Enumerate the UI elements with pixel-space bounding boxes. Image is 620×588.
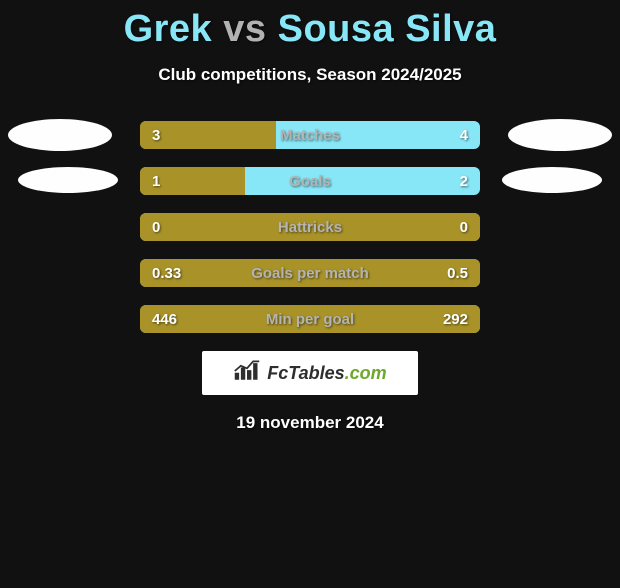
stat-row: 0Hattricks0: [140, 213, 480, 241]
stat-label: Hattricks: [140, 213, 480, 241]
subtitle: Club competitions, Season 2024/2025: [0, 65, 620, 85]
team-left-logo-placeholder: [18, 167, 118, 193]
brand-text: FcTables.com: [267, 363, 386, 384]
page-title: Grek vs Sousa Silva: [0, 8, 620, 51]
stat-value-right: 0.5: [447, 259, 468, 287]
stat-row: 0.33Goals per match0.5: [140, 259, 480, 287]
comparison-bars: 3Matches4 1Goals2 0Hattricks0 0.33Goals per…: [140, 121, 480, 333]
snapshot-date: 19 november 2024: [0, 413, 620, 433]
stat-value-right: 2: [460, 167, 468, 195]
stat-label: Min per goal: [140, 305, 480, 333]
team-right-logo-placeholder: [502, 167, 602, 193]
title-player-left: Grek: [124, 8, 213, 50]
stat-label: Goals per match: [140, 259, 480, 287]
stat-row: 3Matches4: [140, 121, 480, 149]
stat-label: Matches: [140, 121, 480, 149]
stat-label: Goals: [140, 167, 480, 195]
brand-suffix: .com: [345, 363, 387, 383]
stat-row: 446Min per goal292: [140, 305, 480, 333]
title-player-right: Sousa Silva: [278, 8, 497, 50]
brand-name: FcTables: [267, 363, 344, 383]
stat-value-right: 0: [460, 213, 468, 241]
title-vs: vs: [223, 8, 266, 50]
brand-chart-icon: [233, 360, 261, 387]
stat-value-right: 4: [460, 121, 468, 149]
brand-badge: FcTables.com: [202, 351, 418, 395]
player-left-photo-placeholder: [8, 119, 112, 151]
comparison-stage: 3Matches4 1Goals2 0Hattricks0 0.33Goals per…: [0, 121, 620, 433]
stat-row: 1Goals2: [140, 167, 480, 195]
stat-value-right: 292: [443, 305, 468, 333]
player-right-photo-placeholder: [508, 119, 612, 151]
